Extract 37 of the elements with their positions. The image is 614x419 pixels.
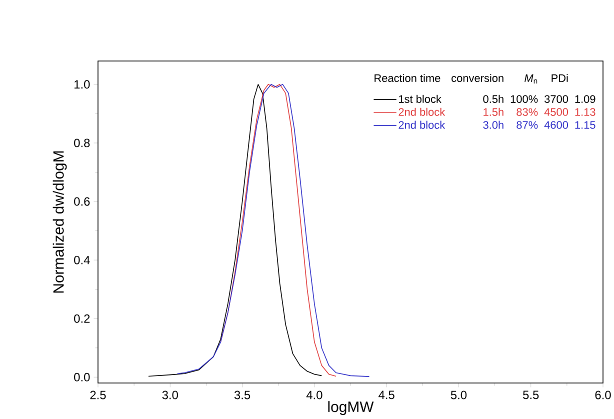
- y-axis-title: Normalized dw/dlogM: [52, 151, 67, 293]
- annotation: PDi: [552, 74, 568, 82]
- x-tick-label: 4.0: [306, 390, 322, 400]
- x-tick-label: 3.5: [234, 390, 250, 400]
- annotation: 1.09: [575, 95, 596, 103]
- y-tick-label: 1.0: [74, 80, 90, 89]
- legend-label: 1st block: [399, 94, 442, 103]
- line-series: [148, 84, 322, 377]
- x-axis-title: logMW: [328, 401, 374, 416]
- annotation: 3700: [544, 95, 568, 103]
- annotation: M$_{n}$: [524, 74, 538, 84]
- legend-title: Reaction time: [374, 74, 440, 82]
- annotation: 1.15: [575, 121, 596, 129]
- annotation: 87%: [516, 121, 538, 129]
- y-tick-label: 0.6: [74, 197, 90, 206]
- x-tick-label: 4.5: [378, 390, 394, 400]
- legend-label: 2nd block: [398, 108, 446, 116]
- x-tick-label: 6.0: [595, 390, 611, 400]
- x-tick-label: 5.0: [450, 390, 467, 400]
- annotation: 4500: [544, 108, 568, 116]
- x-tick-label: 2.5: [90, 390, 106, 400]
- annotation: 83%: [516, 108, 538, 116]
- y-tick-label: 0.8: [74, 138, 90, 148]
- annotation: 4600: [544, 121, 568, 129]
- x-tick-label: 5.5: [523, 390, 539, 400]
- annotation: 3.0h: [483, 120, 504, 129]
- annotation: 0.5h: [483, 94, 504, 103]
- line-series: [176, 84, 370, 377]
- annotation: conversion: [452, 74, 504, 82]
- y-tick-label: 0.0: [74, 372, 90, 382]
- legend-label: 2nd block: [398, 120, 446, 129]
- annotation: 1.13: [575, 108, 596, 116]
- x-tick-label: 3.0: [162, 390, 178, 400]
- y-tick-label: 0.4: [74, 256, 90, 264]
- annotation: 100%: [510, 95, 538, 103]
- annotation: 1.5h: [484, 108, 504, 116]
- y-tick-label: 0.2: [74, 314, 90, 323]
